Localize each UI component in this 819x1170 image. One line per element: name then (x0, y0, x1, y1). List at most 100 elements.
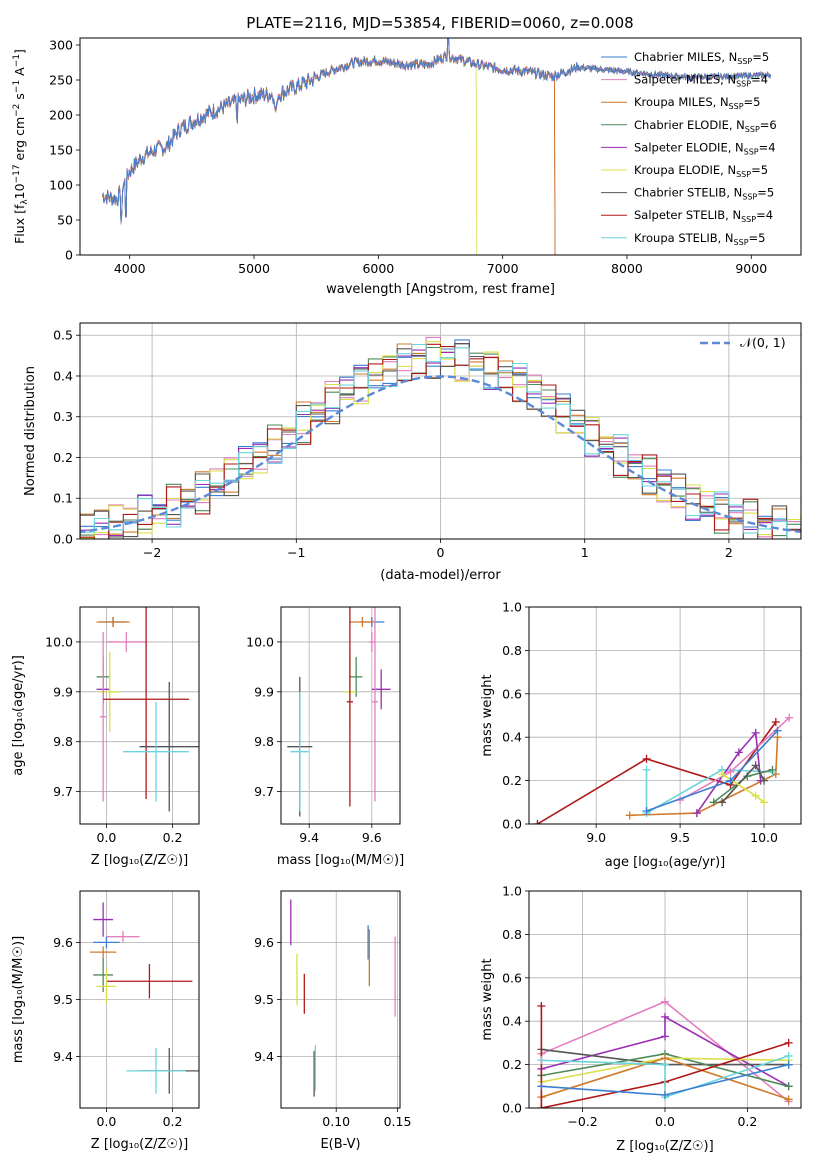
y-tick-label: 9.9 (254, 684, 274, 699)
y-tick-label: 300 (49, 38, 73, 53)
weight-line-s_stelib (536, 721, 777, 824)
x-tick-label: 9000 (735, 261, 767, 276)
x-tick-label: 0.2 (163, 1114, 183, 1129)
y-tick-label: 0.6 (502, 970, 522, 985)
y-label-part: s (12, 93, 27, 104)
hist-k_stelib (80, 343, 801, 539)
plot-area (80, 336, 801, 539)
x-axis-label: Z [log₁₀(Z/Z☉)] (91, 853, 188, 868)
y-tick-label: 0.5 (53, 328, 73, 343)
weight-marker-k_miles (784, 1095, 793, 1104)
panel-mass_vs_ebv: 0.10 0.15 9.4 9.5 9.6 (254, 891, 411, 1129)
spectrum-c_miles (102, 38, 772, 223)
y-label-part: A (12, 67, 27, 80)
y-tick-label: 0.2 (53, 450, 73, 465)
weight-line-k_stelib (645, 768, 773, 815)
x-tick-label: 0 (437, 545, 445, 560)
x-tick-label: 1 (581, 545, 589, 560)
legend-n: =5 (752, 50, 769, 64)
y-axis-label: mass [log₁₀(M/M☉)] (11, 936, 26, 1063)
x-tick-label: 9.6 (362, 830, 382, 845)
y-tick-label: 100 (49, 178, 73, 193)
x-axis-label: (data-model)/error (380, 568, 501, 583)
weight-marker-s_stelib (642, 754, 651, 763)
legend-prefix: Kroupa MILES, N (634, 95, 729, 109)
legend-sub: SSP (734, 238, 749, 247)
y-tick-label: 0.0 (502, 1101, 522, 1116)
weight-marker-k_stelib (661, 1060, 669, 1069)
plot-area (287, 607, 391, 817)
y-tick-label: 9.4 (53, 1049, 73, 1064)
y-tick-label: 9.7 (254, 784, 274, 799)
weight-marker-c_elodie (768, 765, 777, 774)
y-tick-label: 0.6 (502, 686, 522, 701)
axes-frame (280, 606, 401, 825)
weight-marker-s_miles (726, 767, 735, 776)
y-tick-label: 9.8 (254, 734, 274, 749)
y-tick-label: 0.4 (53, 368, 73, 383)
weight-marker-k_stelib (784, 1051, 793, 1060)
weight-line-k_stelib (541, 1055, 789, 1099)
legend-n: =4 (751, 73, 768, 87)
y-tick-label: 9.8 (53, 734, 73, 749)
plot-area (533, 713, 794, 824)
x-tick-label: −0.2 (567, 1114, 597, 1129)
y-tick-label: 50 (57, 213, 73, 228)
y-tick-label: 9.5 (53, 992, 73, 1007)
y-axis-label: age [log₁₀(age/yr)] (11, 655, 26, 776)
axes-frame (79, 606, 200, 825)
weight-line-s_elodie (541, 1015, 789, 1087)
x-axis-label: E(B-V) (320, 1137, 360, 1152)
legend-sub: SSP (742, 193, 757, 202)
y-tick-label: 9.9 (53, 684, 73, 699)
x-tick-label: 10.0 (750, 830, 778, 845)
y-tick-label: 0.8 (502, 927, 522, 942)
legend-sub: SSP (741, 215, 756, 224)
y-label-part: 10 (12, 183, 27, 199)
weight-marker-k_elodie (751, 791, 760, 800)
legend-prefix: Salpeter ELODIE, N (634, 140, 744, 154)
x-tick-label: 4000 (114, 261, 146, 276)
x-tick-label: 9.5 (670, 830, 690, 845)
axes-frame (79, 37, 802, 256)
y-tick-label: 0.8 (502, 643, 522, 658)
y-label-part: −17 (12, 164, 22, 183)
weight-marker-c_stelib (760, 776, 769, 785)
x-tick-label: −2 (143, 545, 161, 560)
panel-weight_vs_age: 9.0 9.5 10.0 0.0 0.2 0.4 0.6 0.8 1.0 (502, 600, 801, 845)
legend-prefix: Salpeter STELIB, N (634, 208, 741, 222)
plot-area (89, 902, 199, 1094)
weight-marker-c_stelib (718, 798, 727, 807)
legend-label: Salpeter STELIB, NSSP=4 (634, 208, 773, 224)
x-tick-label: 0.2 (737, 1114, 757, 1129)
x-tick-label: 9.0 (586, 830, 606, 845)
y-axis-label: Flux [fλ10−17 erg cm−2 s−1 A−1] (12, 49, 30, 244)
legend-prefix: Kroupa ELODIE, N (634, 163, 736, 177)
x-tick-label: 7000 (487, 261, 519, 276)
weight-marker-s_elodie (661, 1012, 669, 1021)
x-axis-label: age [log₁₀(age/yr)] (605, 855, 726, 870)
weight-marker-c_elodie (784, 1082, 793, 1091)
y-tick-label: 0.0 (502, 817, 522, 832)
y-tick-label: 0.0 (53, 532, 73, 547)
x-axis-label: Z [log₁₀(Z/Z☉)] (91, 1137, 188, 1152)
weight-marker-s_elodie (734, 748, 743, 757)
y-tick-label: 0.4 (502, 730, 522, 745)
y-axis-label: mass weight (480, 674, 495, 756)
plot-area (537, 997, 793, 1108)
legend-sub: SSP (729, 102, 744, 111)
y-label-part: −2 (12, 104, 22, 117)
legend-prefix: Chabrier STELIB, N (634, 186, 742, 200)
gauss-legend-label: 𝒩(0, 1) (740, 335, 786, 350)
y-tick-label: 150 (49, 143, 73, 158)
y-tick-label: 9.7 (53, 784, 73, 799)
legend-sub: SSP (744, 147, 759, 156)
plot-area (290, 899, 396, 1097)
y-tick-label: 250 (49, 73, 73, 88)
weight-marker-s_stelib (537, 1002, 546, 1011)
y-tick-label: 9.6 (53, 935, 73, 950)
y-tick-label: 0.4 (502, 1014, 522, 1029)
weight-marker-c_miles (773, 726, 782, 735)
y-label-part: erg cm (12, 117, 27, 165)
